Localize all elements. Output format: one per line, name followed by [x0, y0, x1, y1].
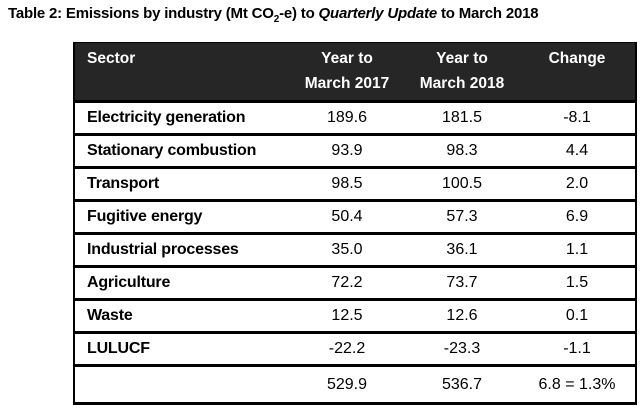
caption-prefix: Table 2: Emissions by industry (Mt CO	[8, 5, 274, 22]
cell-year-2017: 98.5	[289, 166, 405, 202]
cell-sector: Electricity generation	[74, 100, 289, 136]
cell-year-2017: 50.4	[289, 199, 405, 235]
cell-change: -1.1	[519, 331, 636, 367]
cell-year-2018: 100.5	[405, 166, 519, 202]
cell-change: -8.1	[519, 100, 636, 136]
cell-sector: Agriculture	[74, 265, 289, 301]
cell-year-2018: 36.1	[405, 232, 519, 268]
cell-change: 4.4	[519, 133, 636, 169]
cell-year-2017: 93.9	[289, 133, 405, 169]
table-row-stationary-combustion: Stationary combustion 93.9 98.3 4.4	[74, 133, 636, 169]
cell-year-2017: 72.2	[289, 265, 405, 301]
cell-change: 1.5	[519, 265, 636, 301]
cell-year-2018: 73.7	[405, 265, 519, 301]
cell-sector: Fugitive energy	[74, 199, 289, 235]
header-sector: Sector	[74, 42, 289, 103]
caption-subscript-2: 2	[273, 14, 280, 25]
cell-sector: Stationary combustion	[74, 133, 289, 169]
cell-sector: Waste	[74, 298, 289, 334]
table-header-row: Sector Year to March 2017 Year to March …	[74, 42, 636, 103]
cell-sector: Industrial processes	[74, 232, 289, 268]
table-row-agriculture: Agriculture 72.2 73.7 1.5	[74, 265, 636, 301]
cell-change: 6.9	[519, 199, 636, 235]
cell-year-2017: 12.5	[289, 298, 405, 334]
header-change: Change	[519, 42, 636, 103]
cell-year-2018: -23.3	[405, 331, 519, 367]
table-caption: Table 2: Emissions by industry (Mt CO2-e…	[8, 5, 638, 25]
header-year-to-march-2017: Year to March 2017	[289, 42, 405, 103]
cell-total-change: 6.8 = 1.3%	[519, 364, 636, 405]
cell-change: 1.1	[519, 232, 636, 268]
emissions-table: Sector Year to March 2017 Year to March …	[73, 42, 637, 405]
table-row-transport: Transport 98.5 100.5 2.0	[74, 166, 636, 202]
caption-suffix: to March 2018	[437, 5, 539, 22]
table-row-total: 529.9 536.7 6.8 = 1.3%	[74, 364, 636, 405]
caption-italic-quarterly-update: Quarterly Update	[318, 5, 438, 22]
cell-year-2018: 181.5	[405, 100, 519, 136]
caption-mid: -e) to	[279, 5, 319, 22]
table-row-fugitive-energy: Fugitive energy 50.4 57.3 6.9	[74, 199, 636, 235]
cell-sector: Transport	[74, 166, 289, 202]
table-row-lulucf: LULUCF -22.2 -23.3 -1.1	[74, 331, 636, 367]
cell-sector-empty	[74, 364, 289, 405]
cell-year-2017: 189.6	[289, 100, 405, 136]
cell-year-2017: 35.0	[289, 232, 405, 268]
cell-year-2018: 57.3	[405, 199, 519, 235]
cell-year-2017: -22.2	[289, 331, 405, 367]
cell-change: 2.0	[519, 166, 636, 202]
cell-year-2018: 12.6	[405, 298, 519, 334]
cell-total-year-2018: 536.7	[405, 364, 519, 405]
cell-total-year-2017: 529.9	[289, 364, 405, 405]
cell-sector: LULUCF	[74, 331, 289, 367]
header-year-to-march-2018: Year to March 2018	[405, 42, 519, 103]
table-row-waste: Waste 12.5 12.6 0.1	[74, 298, 636, 334]
cell-change: 0.1	[519, 298, 636, 334]
cell-year-2018: 98.3	[405, 133, 519, 169]
table-row-industrial-processes: Industrial processes 35.0 36.1 1.1	[74, 232, 636, 268]
table-row-electricity-generation: Electricity generation 189.6 181.5 -8.1	[74, 100, 636, 136]
